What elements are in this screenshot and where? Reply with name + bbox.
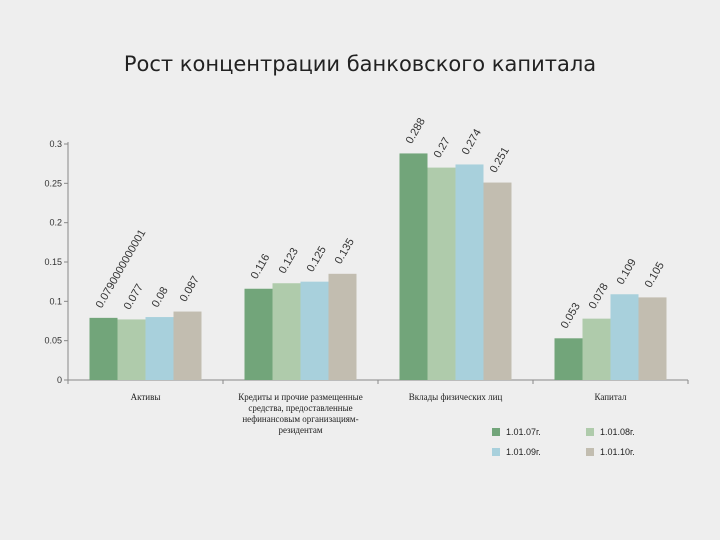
x-category-label: Активы [131,392,161,402]
bar [328,273,357,380]
x-category-label: нефинансовым организациям- [242,414,358,424]
data-label: 0.251 [488,145,512,175]
bar [145,317,174,380]
data-label: 0.077 [122,282,146,312]
bar [399,153,428,380]
y-tick-label: 0.15 [44,257,62,267]
bar [554,338,583,380]
data-label: 0.125 [305,244,329,274]
x-category-label: Кредиты и прочие размещенные [238,392,362,402]
data-label: 0.123 [277,246,301,276]
data-label: 0.274 [460,127,484,157]
data-label: 0.116 [249,252,273,281]
bar [117,319,146,380]
y-tick-label: 0.25 [44,178,62,188]
legend-swatch [586,428,594,436]
x-category-label: Капитал [594,392,627,402]
bar [272,283,301,380]
legend-swatch [492,428,500,436]
bar [483,182,512,380]
legend-swatch [492,448,500,456]
y-tick-label: 0.3 [49,139,62,149]
data-label: 0.078 [587,281,611,311]
bar [610,294,639,380]
bar [638,297,667,380]
legend-swatch [586,448,594,456]
data-label: 0.105 [643,260,667,290]
data-label: 0.0790000000001 [94,228,149,311]
bar [89,317,118,380]
x-category-label: средства, предоставленные [248,403,352,413]
data-label: 0.135 [333,236,357,266]
y-tick-label: 0.1 [49,296,62,306]
bar [173,311,202,380]
bar [582,318,611,380]
x-category-label: резидентам [278,425,322,435]
chart-title: Рост концентрации банковского капитала [123,52,597,76]
bar [244,288,273,380]
bar [427,167,456,380]
legend-label: 1.01.10г. [600,447,635,457]
data-label: 0.053 [559,301,583,331]
legend-label: 1.01.08г. [600,427,635,437]
legend-label: 1.01.07г. [506,427,541,437]
y-tick-label: 0.2 [49,218,62,228]
bar [300,281,329,380]
data-label: 0.08 [150,285,171,310]
data-label: 0.109 [615,257,639,287]
y-tick-label: 0 [57,375,62,385]
data-label: 0.27 [432,136,453,161]
y-tick-label: 0.05 [44,336,62,346]
data-label: 0.087 [178,274,202,304]
data-label: 0.288 [404,116,428,146]
legend-label: 1.01.09г. [506,447,541,457]
bar [455,164,484,380]
x-category-label: Вклады физических лиц [409,392,503,402]
